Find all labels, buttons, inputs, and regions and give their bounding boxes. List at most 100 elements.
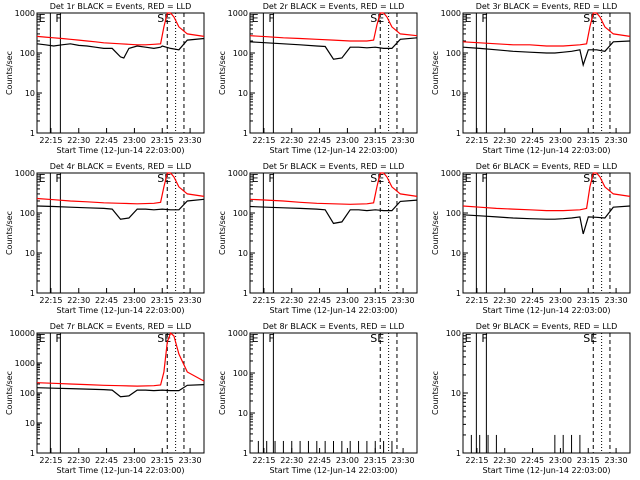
y-axis-label: Counts/sec	[5, 51, 14, 95]
event-marker-label: F	[55, 172, 61, 185]
detector-chart: Det 7r BLACK = Events, RED = LLD 1 10 100 10…	[5, 322, 205, 475]
y-tick-label: 100	[20, 389, 35, 398]
lld-series-line	[249, 12, 418, 42]
y-tick-label: 100	[446, 49, 461, 58]
x-tick-label: 22:15	[252, 296, 275, 305]
detector-chart: Det 9r BLACK = Events, RED = LLD 1 10 100 Co…	[431, 322, 631, 475]
y-tick-label: 100	[446, 329, 461, 338]
detector-chart: Det 8r BLACK = Events, RED = LLD 1 10 100 10…	[218, 322, 418, 475]
x-tick-label: 22:15	[465, 136, 488, 145]
y-tick-label: 1000	[15, 9, 35, 18]
chart-title: Det 3r BLACK = Events, RED = LLD	[476, 2, 618, 11]
chart-title: Det 7r BLACK = Events, RED = LLD	[50, 322, 192, 331]
events-series-line	[462, 40, 631, 68]
y-tick-label: 10	[238, 249, 248, 258]
event-marker-label: E	[39, 332, 46, 345]
x-tick-label: 22:15	[39, 136, 62, 145]
y-tick-label: 1	[30, 129, 35, 138]
x-tick-label: 22:15	[465, 296, 488, 305]
x-tick-label: 22:45	[521, 136, 544, 145]
y-tick-label: 10	[238, 409, 248, 418]
y-axis-label: Counts/sec	[431, 371, 440, 415]
events-series-line	[249, 37, 418, 60]
chart-title: Det 9r BLACK = Events, RED = LLD	[476, 322, 618, 331]
x-tick-label: 22:30	[280, 136, 303, 145]
x-tick-label: 23:15	[364, 296, 387, 305]
y-axis-label: Counts/sec	[431, 211, 440, 255]
x-axis-label: Start Time (12-Jun-14 22:03:00)	[483, 466, 611, 475]
x-tick-label: 22:15	[39, 296, 62, 305]
x-axis-label: Start Time (12-Jun-14 22:03:00)	[270, 306, 398, 315]
x-tick-label: 23:15	[151, 296, 174, 305]
chart-title: Det 6r BLACK = Events, RED = LLD	[476, 162, 618, 171]
x-tick-label: 22:30	[280, 456, 303, 465]
y-axis-label: Counts/sec	[218, 211, 227, 255]
event-marker-label: SE	[583, 172, 597, 185]
y-tick-label: 1000	[441, 9, 461, 18]
y-tick-label: 1000	[228, 169, 248, 178]
event-marker-label: E	[465, 172, 472, 185]
x-tick-label: 23:00	[123, 136, 146, 145]
x-tick-label: 22:15	[252, 456, 275, 465]
event-marker-label: SE	[583, 332, 597, 345]
x-tick-label: 23:30	[392, 296, 415, 305]
x-tick-label: 22:45	[95, 296, 118, 305]
x-tick-label: 23:30	[605, 456, 628, 465]
y-tick-label: 1	[456, 129, 461, 138]
event-marker-label: SE	[370, 332, 384, 345]
chart-title: Det 1r BLACK = Events, RED = LLD	[50, 2, 192, 11]
x-tick-label: 22:45	[521, 456, 544, 465]
event-marker-label: F	[55, 332, 61, 345]
events-series-line	[36, 384, 205, 398]
event-marker-label: F	[268, 332, 274, 345]
y-axis-label: Counts/sec	[218, 371, 227, 415]
plot-frame	[36, 172, 205, 294]
y-axis-label: Counts/sec	[5, 371, 14, 415]
y-tick-label: 10	[25, 249, 35, 258]
y-tick-label: 10000	[10, 329, 35, 338]
x-tick-label: 22:30	[493, 456, 516, 465]
x-tick-label: 22:45	[308, 296, 331, 305]
x-tick-label: 23:00	[336, 296, 359, 305]
x-tick-label: 23:30	[179, 456, 202, 465]
detector-chart: Det 3r BLACK = Events, RED = LLD 1 10 100 10…	[431, 2, 631, 155]
detector-chart: Det 4r BLACK = Events, RED = LLD 1 10 100 10…	[5, 162, 205, 315]
y-tick-label: 10	[25, 419, 35, 428]
event-marker-label: E	[39, 172, 46, 185]
y-tick-label: 1	[456, 449, 461, 458]
y-tick-label: 10	[451, 249, 461, 258]
y-tick-label: 10	[451, 389, 461, 398]
x-tick-label: 22:45	[95, 456, 118, 465]
events-series-line	[36, 37, 205, 59]
event-marker-label: F	[481, 172, 487, 185]
x-tick-label: 23:15	[364, 136, 387, 145]
x-tick-label: 23:30	[179, 296, 202, 305]
event-marker-label: E	[39, 12, 46, 25]
event-marker-label: SE	[583, 12, 597, 25]
x-tick-label: 23:15	[577, 136, 600, 145]
x-tick-label: 23:15	[364, 456, 387, 465]
plot-frame	[249, 172, 418, 294]
x-tick-label: 22:30	[67, 296, 90, 305]
event-marker-label: F	[481, 332, 487, 345]
x-axis-label: Start Time (12-Jun-14 22:03:00)	[483, 306, 611, 315]
x-tick-label: 23:15	[151, 456, 174, 465]
y-tick-label: 1	[456, 289, 461, 298]
x-tick-label: 22:45	[521, 296, 544, 305]
detector-chart: Det 6r BLACK = Events, RED = LLD 1 10 100 10…	[431, 162, 631, 315]
event-marker-label: E	[465, 12, 472, 25]
lld-series-line	[36, 331, 205, 387]
y-tick-label: 1	[30, 449, 35, 458]
x-tick-label: 23:00	[336, 136, 359, 145]
x-tick-label: 22:30	[493, 136, 516, 145]
events-series-line	[36, 198, 205, 220]
x-axis-label: Start Time (12-Jun-14 22:03:00)	[270, 146, 398, 155]
x-axis-label: Start Time (12-Jun-14 22:03:00)	[57, 466, 185, 475]
x-tick-label: 23:00	[549, 136, 572, 145]
plot-frame	[249, 12, 418, 134]
lld-series-line	[462, 172, 631, 212]
x-tick-label: 23:00	[549, 296, 572, 305]
event-marker-label: SE	[157, 172, 171, 185]
plot-frame	[462, 172, 631, 294]
